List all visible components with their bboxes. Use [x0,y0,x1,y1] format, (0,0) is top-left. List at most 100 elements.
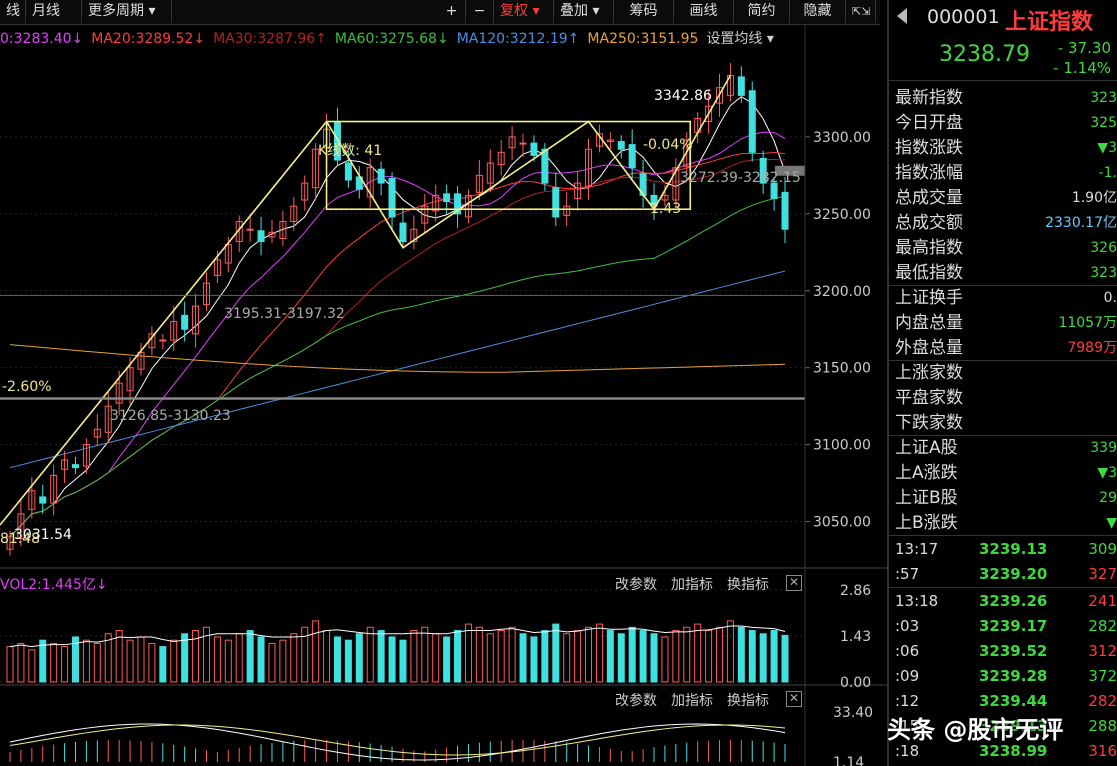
candle-body [454,193,462,215]
volume-bar [705,630,713,683]
volume-bar [6,646,14,683]
zoom-out-button[interactable]: − [466,0,494,23]
candle-body [137,351,145,370]
stat-value: ▼3 [1097,465,1117,481]
tick-volume: 312 [1088,642,1117,660]
candle-body [279,221,287,239]
tab-monthly[interactable]: 月线 [26,0,82,23]
quote-panel: 000001 上证指数 3238.79 - 37.30 - 1.14% 最新指数… [887,0,1117,766]
candle-body [312,148,320,189]
volume-bar [202,626,210,683]
volume-bar [530,636,538,683]
volume-bar [759,633,767,683]
volume-bar [377,630,385,683]
volume-bar [694,623,702,683]
candle-body [115,382,123,404]
volume-bar [464,623,472,683]
simple-button[interactable]: 简约 [734,0,790,23]
trend-line[interactable] [0,121,328,526]
close-icon[interactable]: ✕ [786,575,802,591]
zoom-in-button[interactable]: + [438,0,466,23]
stat-row: 最低指数 323 [895,261,1117,286]
draw-line-button[interactable]: 画线 [674,0,734,23]
switch-indicator-button[interactable]: 换指标 [727,577,769,593]
stat-label: 内盘总量 [895,313,963,333]
osc-tick-label: 33.40 [833,705,873,721]
volume-bar [181,633,189,683]
tick-price: 3239.20 [979,565,1048,583]
chart-annotation: 3272.39-3282.15 [680,170,801,186]
stat-value: 11057万 [1058,315,1117,331]
candle-body [181,314,189,330]
candle-body [202,282,210,306]
candle-body [508,136,516,149]
tick-row: 13:17 3239.13 309 [895,537,1117,562]
fullscreen-icon[interactable]: ⇱⇲ [846,0,876,23]
ma-legend-item[interactable]: 设置均线 ▾ [706,31,774,47]
stat-row: 上证B股 29 [895,486,1117,511]
volume-bar [159,646,167,683]
candle-body [50,474,58,504]
hide-button[interactable]: 隐藏 [790,0,846,23]
tick-volume: 316 [1088,742,1117,760]
candle-body [748,90,756,153]
candle-body [781,191,789,230]
change-value: - 37.30 [1057,39,1111,57]
stat-label: 外盘总量 [895,338,963,358]
range-box[interactable] [325,120,692,211]
close-icon-2[interactable]: ✕ [786,691,802,707]
candle-body [39,496,47,504]
volume-bar [443,636,451,683]
volume-bar [421,626,429,683]
stat-label: 指数涨跌 [895,138,963,158]
tick-price: 3239.28 [979,667,1048,685]
add-indicator-button[interactable]: 加指标 [671,577,713,593]
change-params-button[interactable]: 改参数 [615,577,657,593]
volume-bar [17,642,25,683]
candle-body [399,222,407,243]
stat-row: 上A涨跌 ▼3 [895,461,1117,486]
tick-row: :06 3239.52 312 [895,639,1117,664]
ma-legend-item: MA30:3287.96↑ [213,31,327,47]
chart-annotation: -0.04% [643,137,693,153]
candle-body [563,205,571,216]
volume-bar [595,623,603,683]
tick-price: 3239.44 [979,692,1048,710]
candle-body [235,221,243,243]
volume-bar [508,626,516,683]
adjust-dropdown[interactable]: 复权 ▾ [494,0,554,23]
index-code: 000001 [927,6,1000,28]
ma-line [9,195,786,538]
tick-time: :18 [895,742,920,760]
add-indicator-button-2[interactable]: 加指标 [671,693,713,709]
tab-line[interactable]: 线 [0,0,26,23]
y-tick-label: 3050.00 [813,515,871,531]
candle-body [475,174,483,193]
collapse-arrow-icon[interactable] [897,8,907,24]
stat-value: -1. [1098,165,1117,181]
stat-row: 上B涨跌 ▼ [895,511,1117,536]
change-params-button-2[interactable]: 改参数 [615,693,657,709]
stat-label: 指数涨幅 [895,163,963,183]
volume-bar [628,626,636,683]
chips-button[interactable]: 筹码 [614,0,674,23]
tick-price: 3239.52 [979,642,1048,660]
candle-body [661,194,669,201]
ma-line [9,96,786,538]
tick-row: :18 3238.99 316 [895,739,1117,764]
more-periods-dropdown[interactable]: 更多周期 ▾ [82,0,172,23]
candle-body [759,157,767,184]
candle-body [17,513,25,539]
overlay-dropdown[interactable]: 叠加 ▾ [554,0,614,23]
volume-bar [61,646,69,683]
stat-label: 上A涨跌 [895,463,958,483]
switch-indicator-button-2[interactable]: 换指标 [727,693,769,709]
zigzag-line[interactable] [325,74,732,249]
tick-time: :12 [895,692,920,710]
volume-bar [497,630,505,683]
volume-bar [454,630,462,683]
candle-body [410,228,418,243]
volume-bar [388,636,396,683]
candle-body [192,305,200,335]
toolbar: 线 月线 更多周期 ▾ + − 复权 ▾ 叠加 ▾ 筹码 画线 简约 隐藏 ⇱⇲ [0,0,880,25]
